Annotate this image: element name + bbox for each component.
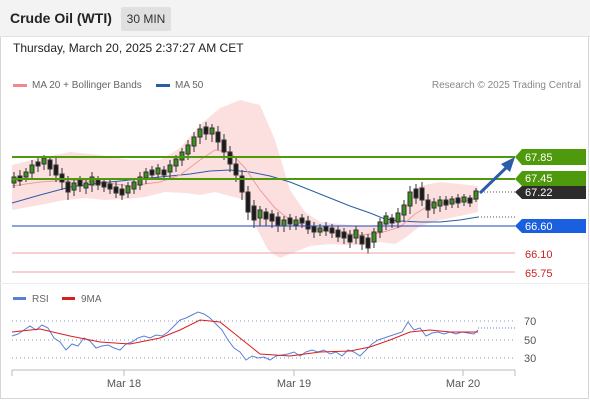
ma9-legend-label: 9MA bbox=[81, 294, 102, 305]
price-tag-67.45: 67.45 bbox=[515, 171, 586, 186]
ma9-swatch bbox=[62, 297, 75, 300]
rsi-line bbox=[11, 311, 479, 361]
price-label-65.75: 65.75 bbox=[525, 268, 553, 280]
x-label-mar18: Mar 18 bbox=[107, 378, 141, 390]
research-credit: Research © 2025 Trading Central bbox=[431, 80, 581, 91]
panel-separator bbox=[0, 283, 590, 284]
ma50-swatch bbox=[156, 84, 170, 87]
rsi-label-70: 70 bbox=[524, 316, 536, 328]
price-label-66.10: 66.10 bbox=[525, 249, 553, 261]
price-label: 67.22 bbox=[525, 187, 553, 199]
legend-ma20-bollinger: MA 20 + Bollinger Bands bbox=[13, 80, 142, 91]
legend-ma50: MA 50 bbox=[156, 80, 203, 91]
rsi-swatch bbox=[13, 297, 26, 300]
x-label-mar19: Mar 19 bbox=[277, 378, 311, 390]
rsi-legend-label: RSI bbox=[32, 294, 49, 305]
price-label: 66.60 bbox=[525, 221, 553, 233]
instrument-title: Crude Oil (WTI) bbox=[10, 10, 112, 26]
timeframe-button[interactable]: 30 MIN bbox=[121, 7, 171, 31]
legend-label: MA 50 bbox=[175, 80, 204, 91]
rsi-legend: RSI 9MA bbox=[13, 294, 102, 305]
forecast-arrowhead bbox=[501, 157, 515, 172]
chart-datetime: Thursday, March 20, 2025 2:37:27 AM CET bbox=[13, 41, 244, 55]
legend-label: MA 20 + Bollinger Bands bbox=[32, 80, 142, 91]
forecast-arrow bbox=[478, 164, 510, 195]
rsi-ma9-line bbox=[11, 319, 478, 357]
candlesticks bbox=[11, 122, 479, 254]
rsi-label-50: 50 bbox=[524, 335, 536, 347]
chart-header: Crude Oil (WTI) 30 MIN bbox=[0, 0, 590, 37]
price-label: 67.45 bbox=[525, 173, 553, 185]
x-label-mar20: Mar 20 bbox=[446, 378, 480, 390]
rsi-label-30: 30 bbox=[524, 353, 536, 365]
price-tag-67.85: 67.85 bbox=[515, 149, 586, 165]
price-tag-66.60: 66.60 bbox=[515, 219, 586, 233]
ma20-swatch bbox=[13, 84, 27, 87]
price-tag-67.22: 67.22 bbox=[515, 186, 586, 199]
price-label: 67.85 bbox=[525, 152, 553, 164]
